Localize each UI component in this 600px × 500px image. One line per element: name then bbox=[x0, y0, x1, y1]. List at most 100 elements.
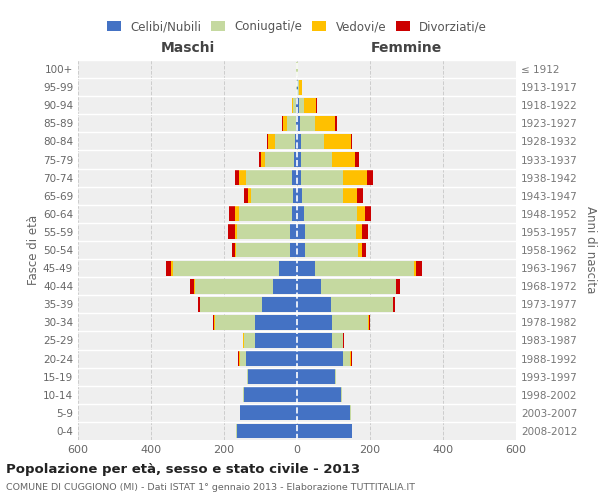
Bar bbox=[290, 224, 297, 240]
Bar bbox=[238, 351, 239, 366]
Bar bbox=[267, 134, 268, 149]
Bar bbox=[295, 134, 297, 149]
Bar bbox=[297, 333, 332, 348]
Bar bbox=[298, 80, 299, 94]
Bar bbox=[173, 260, 279, 276]
Bar bbox=[244, 388, 297, 402]
Y-axis label: Anni di nascita: Anni di nascita bbox=[584, 206, 597, 294]
Text: Maschi: Maschi bbox=[160, 40, 215, 54]
Bar bbox=[195, 279, 273, 293]
Bar bbox=[301, 134, 325, 149]
Bar bbox=[315, 260, 414, 276]
Bar bbox=[297, 406, 350, 420]
Bar bbox=[357, 188, 363, 203]
Text: Femmine: Femmine bbox=[371, 40, 442, 54]
Bar bbox=[259, 152, 260, 167]
Bar bbox=[235, 224, 237, 240]
Bar bbox=[297, 351, 343, 366]
Bar bbox=[394, 297, 395, 312]
Bar bbox=[194, 279, 195, 293]
Bar bbox=[260, 152, 265, 167]
Bar bbox=[297, 279, 321, 293]
Bar bbox=[294, 152, 297, 167]
Bar bbox=[215, 315, 255, 330]
Bar bbox=[290, 242, 297, 258]
Bar bbox=[332, 333, 343, 348]
Bar bbox=[239, 206, 292, 221]
Bar bbox=[262, 297, 297, 312]
Bar bbox=[214, 315, 215, 330]
Bar bbox=[297, 98, 299, 112]
Bar bbox=[213, 315, 214, 330]
Bar bbox=[248, 188, 251, 203]
Bar bbox=[235, 242, 236, 258]
Bar bbox=[296, 98, 297, 112]
Bar bbox=[297, 242, 305, 258]
Text: Popolazione per età, sesso e stato civile - 2013: Popolazione per età, sesso e stato civil… bbox=[6, 462, 360, 475]
Bar bbox=[325, 134, 350, 149]
Bar bbox=[236, 424, 237, 438]
Bar bbox=[362, 242, 366, 258]
Bar bbox=[292, 98, 293, 112]
Bar bbox=[239, 406, 241, 420]
Bar bbox=[297, 116, 300, 131]
Bar bbox=[304, 98, 316, 112]
Bar bbox=[297, 369, 335, 384]
Bar bbox=[343, 333, 344, 348]
Bar bbox=[297, 80, 298, 94]
Bar bbox=[299, 98, 304, 112]
Bar bbox=[296, 116, 297, 131]
Bar bbox=[273, 279, 297, 293]
Bar bbox=[343, 351, 350, 366]
Bar bbox=[292, 170, 297, 185]
Bar bbox=[251, 188, 293, 203]
Bar bbox=[321, 279, 395, 293]
Legend: Celibi/Nubili, Coniugati/e, Vedovi/e, Divorziati/e: Celibi/Nubili, Coniugati/e, Vedovi/e, Di… bbox=[103, 16, 491, 36]
Bar bbox=[297, 424, 352, 438]
Bar bbox=[416, 260, 422, 276]
Bar bbox=[190, 279, 194, 293]
Text: COMUNE DI CUGGIONO (MI) - Dati ISTAT 1° gennaio 2013 - Elaborazione TUTTITALIA.I: COMUNE DI CUGGIONO (MI) - Dati ISTAT 1° … bbox=[6, 484, 415, 492]
Bar bbox=[302, 188, 343, 203]
Bar bbox=[241, 406, 297, 420]
Bar bbox=[351, 351, 352, 366]
Bar bbox=[297, 260, 315, 276]
Bar bbox=[235, 170, 239, 185]
Bar bbox=[350, 134, 352, 149]
Bar bbox=[414, 260, 416, 276]
Bar bbox=[293, 188, 297, 203]
Bar bbox=[246, 351, 297, 366]
Bar bbox=[293, 98, 296, 112]
Bar bbox=[367, 170, 373, 185]
Bar bbox=[299, 80, 302, 94]
Bar bbox=[200, 297, 262, 312]
Bar bbox=[304, 206, 357, 221]
Bar bbox=[305, 224, 356, 240]
Bar bbox=[239, 351, 241, 366]
Bar bbox=[297, 224, 305, 240]
Bar bbox=[255, 315, 297, 330]
Bar bbox=[315, 116, 335, 131]
Bar bbox=[396, 279, 400, 293]
Bar bbox=[316, 98, 317, 112]
Bar bbox=[297, 315, 332, 330]
Bar bbox=[255, 333, 297, 348]
Bar bbox=[235, 206, 239, 221]
Bar bbox=[198, 297, 200, 312]
Bar bbox=[355, 152, 359, 167]
Bar bbox=[229, 224, 235, 240]
Bar bbox=[287, 116, 296, 131]
Bar bbox=[171, 260, 173, 276]
Bar bbox=[343, 170, 367, 185]
Bar bbox=[244, 333, 255, 348]
Bar bbox=[229, 206, 235, 221]
Bar bbox=[297, 170, 301, 185]
Bar bbox=[301, 170, 343, 185]
Bar bbox=[275, 134, 295, 149]
Bar bbox=[300, 116, 315, 131]
Y-axis label: Fasce di età: Fasce di età bbox=[27, 215, 40, 285]
Bar bbox=[236, 242, 290, 258]
Bar bbox=[279, 260, 297, 276]
Bar bbox=[239, 170, 246, 185]
Bar bbox=[335, 369, 336, 384]
